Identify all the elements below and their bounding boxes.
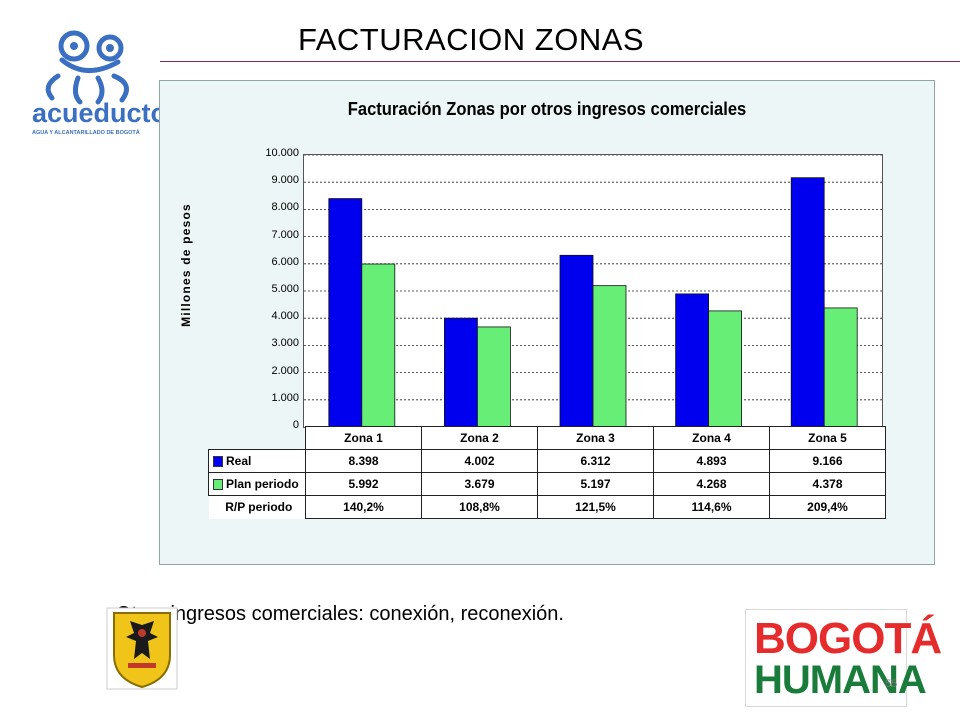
data-label: 4.893 bbox=[653, 449, 770, 473]
data-label: 8.398 bbox=[305, 449, 422, 473]
bar-plan-2 bbox=[476, 326, 511, 427]
data-label: 5.197 bbox=[537, 472, 654, 496]
category-label: Zona 1 bbox=[305, 426, 422, 450]
bar-real-2 bbox=[443, 317, 478, 427]
data-label: 9.166 bbox=[769, 449, 886, 473]
y-tick-label: 0 bbox=[292, 419, 299, 431]
ratio-value: 108,8% bbox=[421, 495, 538, 519]
bar-real-5 bbox=[790, 177, 825, 427]
y-tick-label: 7.000 bbox=[271, 228, 299, 241]
data-label: 3.679 bbox=[421, 472, 538, 496]
bar-plan-3 bbox=[592, 285, 627, 427]
data-label: 6.312 bbox=[537, 449, 654, 473]
y-tick-label: 8.000 bbox=[271, 201, 299, 214]
bogota-crest-icon bbox=[106, 607, 178, 690]
category-label: Zona 2 bbox=[421, 426, 538, 450]
ratio-value: 121,5% bbox=[537, 495, 654, 519]
ratio-value: 114,6% bbox=[653, 495, 770, 519]
data-label: 5.992 bbox=[305, 472, 422, 496]
acueducto-subtext: AGUA Y ALCANTARILLADO DE BOGOTÁ bbox=[32, 129, 140, 136]
bogota-humana-logo: BOGOTÁ HUMANA bbox=[745, 609, 942, 707]
y-tick-label: 1.000 bbox=[271, 391, 299, 404]
series-label: Real bbox=[208, 449, 306, 473]
data-label: 4.378 bbox=[769, 472, 886, 496]
title-rule bbox=[160, 61, 960, 62]
ratio-row-label: R/P periodo bbox=[208, 495, 306, 519]
bar-real-3 bbox=[559, 254, 594, 427]
category-label: Zona 3 bbox=[537, 426, 654, 450]
data-table: Zona 1 Zona 2 Zona 3 Zona 4 Zona 5 Real 8.398 4… bbox=[208, 426, 886, 519]
bar-plan-5 bbox=[823, 307, 858, 427]
y-tick-label: 2.000 bbox=[271, 364, 299, 377]
y-tick-label: 4.000 bbox=[271, 310, 299, 323]
page-number: 55 bbox=[885, 678, 898, 690]
bar-real-1 bbox=[328, 198, 363, 427]
bar-real-4 bbox=[675, 293, 710, 427]
series-label: Plan periodo bbox=[208, 472, 306, 496]
legend-swatch bbox=[213, 456, 223, 468]
bar-plot bbox=[304, 155, 882, 427]
chart-panel: Facturación Zonas por otros ingresos com… bbox=[159, 80, 935, 565]
table-row: Real 8.398 4.002 6.312 4.893 9.166 bbox=[208, 449, 886, 473]
acueducto-wordmark: acueducto bbox=[32, 98, 162, 128]
bogota-logo-line1: BOGOTÁ bbox=[754, 614, 942, 663]
y-tick-label: 9.000 bbox=[271, 174, 299, 187]
table-row: Plan periodo 5.992 3.679 5.197 4.268 4.378 bbox=[208, 472, 886, 496]
bar-plan-1 bbox=[361, 263, 396, 427]
ratio-value: 140,2% bbox=[305, 495, 422, 519]
acueducto-logo: acueducto AGUA Y ALCANTARILLADO DE BOGOT… bbox=[32, 30, 162, 136]
plot-area bbox=[303, 154, 883, 428]
bar-plan-4 bbox=[708, 310, 743, 427]
category-label: Zona 5 bbox=[769, 426, 886, 450]
category-label: Zona 4 bbox=[653, 426, 770, 450]
data-label: 4.268 bbox=[653, 472, 770, 496]
legend-swatch bbox=[213, 479, 223, 491]
slide-title: FACTURACION ZONAS bbox=[298, 22, 645, 57]
table-corner bbox=[209, 427, 306, 450]
bogota-logo-line2: HUMANA bbox=[754, 658, 927, 702]
y-tick-label: 6.000 bbox=[271, 255, 299, 268]
y-tick-label: 10.000 bbox=[265, 147, 299, 159]
table-row: R/P periodo 140,2% 108,8% 121,5% 114,6% 209,4… bbox=[208, 495, 886, 519]
y-axis-label: Millones de pesos bbox=[179, 203, 193, 327]
y-tick-label: 3.000 bbox=[271, 337, 299, 350]
footer-note: Otros ingresos comerciales: conexión, re… bbox=[116, 603, 564, 625]
chart-title: Facturación Zonas por otros ingresos com… bbox=[347, 99, 747, 119]
ratio-value: 209,4% bbox=[769, 495, 886, 519]
table-header-row: Zona 1 Zona 2 Zona 3 Zona 4 Zona 5 bbox=[209, 426, 886, 450]
data-label: 4.002 bbox=[421, 449, 538, 473]
y-tick-label: 5.000 bbox=[271, 283, 299, 295]
